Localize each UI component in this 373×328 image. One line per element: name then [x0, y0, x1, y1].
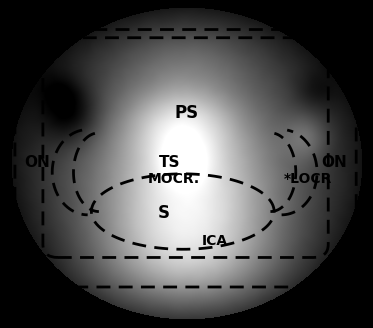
Text: ON: ON [24, 155, 50, 170]
Text: PS: PS [175, 104, 198, 122]
Text: *LOCR: *LOCR [283, 172, 332, 186]
Text: ICA: ICA [201, 234, 228, 248]
Text: TS: TS [159, 155, 181, 170]
Text: ON: ON [321, 155, 347, 170]
Text: S: S [158, 204, 170, 222]
Text: MOCR.: MOCR. [147, 172, 200, 186]
